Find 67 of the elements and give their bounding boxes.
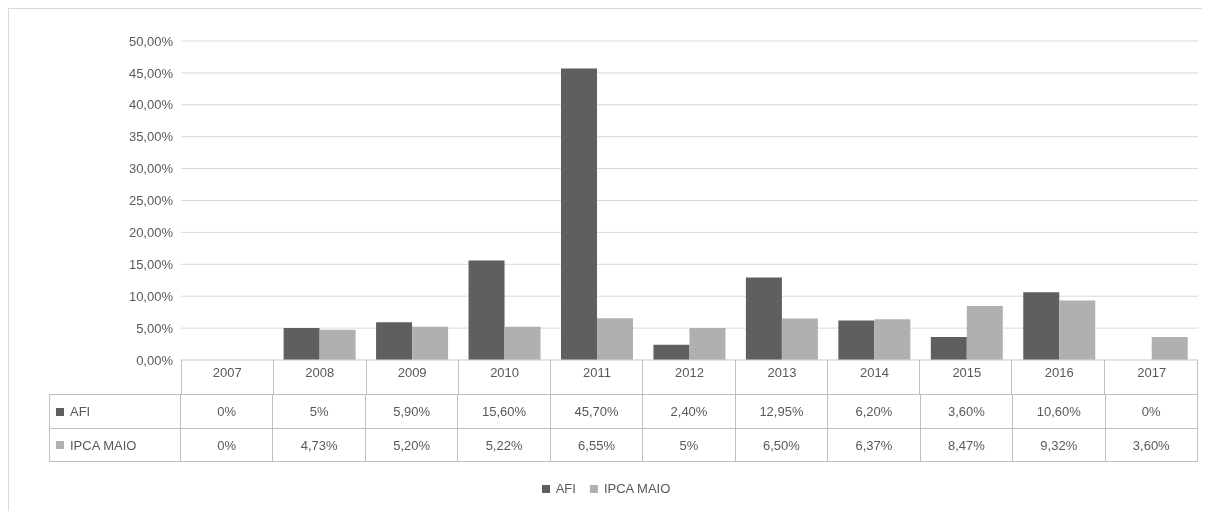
y-tick-label: 25,00% <box>128 193 174 209</box>
data-label: 15,60% <box>458 395 551 428</box>
y-tick-label: 45,00% <box>128 65 174 81</box>
x-tick-label: 2009 <box>397 365 427 381</box>
data-label: 12,95% <box>735 395 829 428</box>
data-label: 6,55% <box>550 429 644 461</box>
bar <box>745 277 782 360</box>
y-tick-label: 15,00% <box>128 256 174 272</box>
bar <box>838 320 875 360</box>
y-tick-label: 10,00% <box>128 288 174 304</box>
data-label: 3,60% <box>920 395 1014 428</box>
data-label: 0% <box>1105 395 1198 428</box>
data-label: 9,32% <box>1013 429 1106 461</box>
x-tick-label: 2011 <box>583 365 612 381</box>
bar <box>596 318 633 360</box>
y-tick-label: 50,00% <box>128 33 174 49</box>
legend-label: AFI <box>555 481 576 496</box>
bar <box>653 344 690 360</box>
bar <box>468 260 505 360</box>
x-tick-label: 2008 <box>305 365 335 381</box>
data-label: 5% <box>643 429 736 461</box>
data-label: 10,60% <box>1013 395 1106 428</box>
y-tick-label: 40,00% <box>128 97 174 113</box>
text: IPCA MAIO <box>70 437 137 453</box>
data-label: 3,60% <box>1105 429 1198 461</box>
bar <box>376 322 413 360</box>
text: AFI <box>70 404 91 419</box>
x-tick-label: 2015 <box>952 365 982 381</box>
bar <box>1059 300 1096 360</box>
data-label: 6,20% <box>828 395 921 428</box>
data-label: 2,40% <box>643 395 736 428</box>
y-tick-label: 35,00% <box>128 129 174 145</box>
bar <box>1023 292 1060 360</box>
y-tick-label: 5,00% <box>136 320 174 336</box>
bar <box>874 319 911 360</box>
bar <box>504 326 541 360</box>
data-label: 5,22% <box>458 429 551 461</box>
data-label: 5,90% <box>365 395 459 428</box>
data-label: 0% <box>181 429 274 461</box>
y-tick-label: 0,00% <box>136 352 174 368</box>
bar <box>966 305 1003 360</box>
bar <box>319 329 356 360</box>
bar <box>689 328 726 360</box>
x-tick-label: 2017 <box>1137 365 1167 381</box>
data-label: 6,50% <box>735 429 829 461</box>
x-tick-label: 2007 <box>212 365 242 381</box>
data-label: 45,70% <box>550 395 644 428</box>
x-tick-label: 2012 <box>675 365 704 381</box>
bar <box>283 328 320 360</box>
x-tick-label: 2010 <box>490 365 520 381</box>
data-label: 4,73% <box>273 429 366 461</box>
bar <box>560 68 597 360</box>
y-tick-label: 20,00% <box>128 225 174 241</box>
data-label: 0% <box>181 395 274 428</box>
x-tick-label: 2013 <box>767 365 797 381</box>
data-label: 5% <box>273 395 366 428</box>
x-tick-label: 2014 <box>859 365 889 381</box>
bar <box>412 326 449 360</box>
data-label: 8,47% <box>920 429 1014 461</box>
data-label: 5,20% <box>365 429 459 461</box>
bar <box>930 337 967 360</box>
bar <box>1151 337 1188 360</box>
legend-label: IPCA MAIO <box>603 481 671 496</box>
y-tick-label: 30,00% <box>128 161 174 177</box>
data-label: 6,37% <box>828 429 921 461</box>
x-tick-label: 2016 <box>1044 365 1074 381</box>
bar <box>781 318 818 360</box>
